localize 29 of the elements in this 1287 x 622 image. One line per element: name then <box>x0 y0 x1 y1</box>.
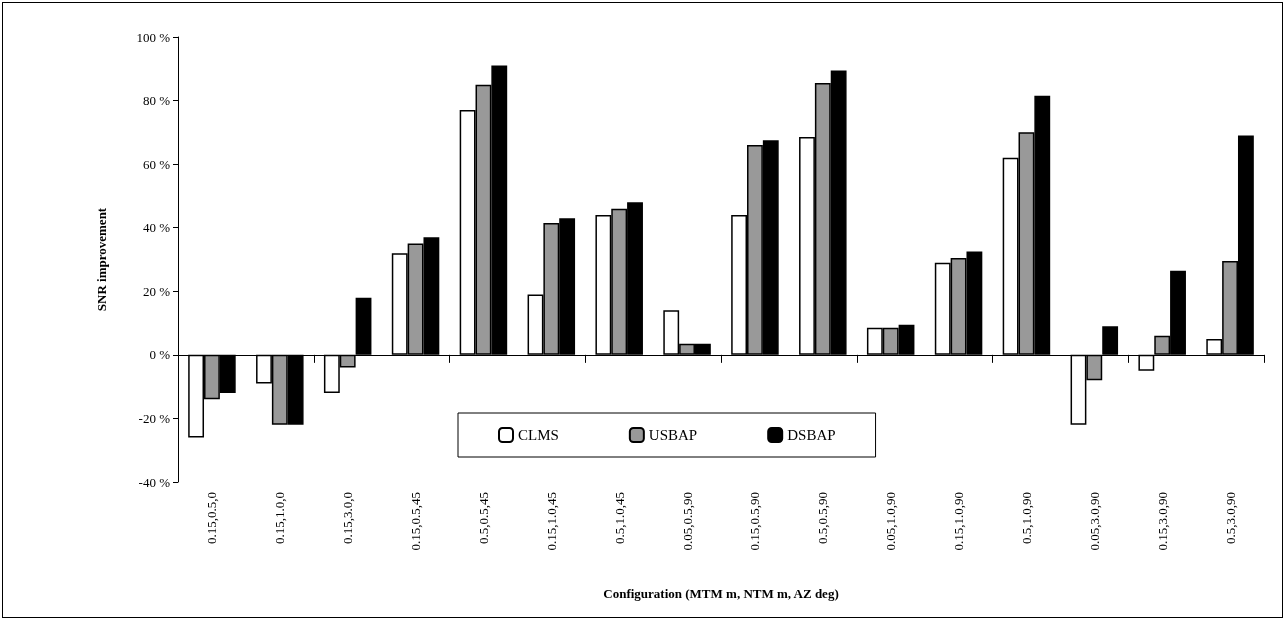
legend-label: DSBAP <box>787 427 836 443</box>
y-tick-label: 100 % <box>136 29 171 45</box>
x-tick-label: 0.15,1.0,0 <box>272 492 288 544</box>
y-tick-label: 80 % <box>142 93 171 109</box>
x-tick-label: 0.5,3.0,90 <box>1222 492 1238 544</box>
y-axis-title: SNR improvement <box>94 207 109 312</box>
x-tick-label: 0.15,1.0,90 <box>951 492 967 551</box>
x-tick-label: 0.5,1.0,45 <box>611 492 627 544</box>
y-tick-label: 20 % <box>142 283 171 299</box>
y-tick-label: -20 % <box>138 410 171 426</box>
x-tick-label: 0.15,3.0,90 <box>1154 492 1170 551</box>
x-tick-label: 0.15,3.0,0 <box>340 492 356 544</box>
x-tick-label: 0.15,0.5,45 <box>408 492 424 551</box>
x-tick-label: 0.05,0.5,90 <box>679 492 695 551</box>
x-tick-label: 0.05,1.0,90 <box>883 492 899 551</box>
legend-label: CLMS <box>518 427 559 443</box>
y-tick-label: -40 % <box>138 474 171 490</box>
x-axis-title: Configuration (MTM m, NTM m, AZ deg) <box>603 586 839 601</box>
x-tick-label: 0.5,0.5,90 <box>815 492 831 544</box>
x-tick-label: 0.15,0.5,90 <box>747 492 763 551</box>
y-tick-label: 40 % <box>142 220 171 236</box>
y-tick-label: 60 % <box>142 156 171 172</box>
x-tick-label: 0.15,0.5,0 <box>204 492 220 544</box>
x-tick-label: 0.5,1.0,90 <box>1018 492 1034 544</box>
y-tick-label: 0 % <box>149 347 171 363</box>
x-tick-label: 0.15,1.0,45 <box>543 492 559 551</box>
x-tick-label: 0.05,3.0,90 <box>1086 492 1102 551</box>
x-tick-label: 0.5,0.5,45 <box>475 492 491 544</box>
legend-label: USBAP <box>648 427 698 443</box>
